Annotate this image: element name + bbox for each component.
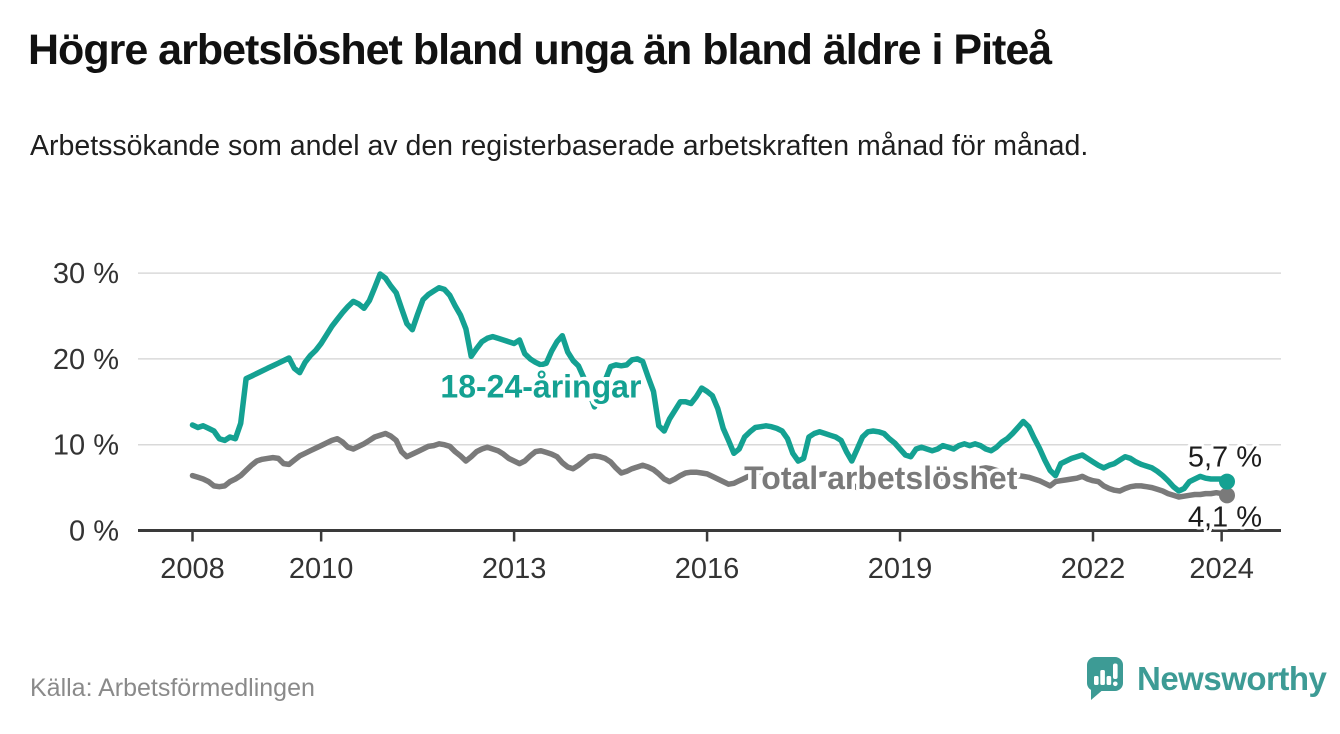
newsworthy-icon (1087, 657, 1123, 700)
y-tick-label-0: 0 % (69, 516, 119, 548)
exclamation-dot-icon (1113, 681, 1118, 687)
x-tick-label-2013: 2013 (482, 553, 547, 585)
newsworthy-wordmark: Newsworthy (1137, 659, 1327, 697)
series-line-total-arbetslöshet (189, 430, 1230, 500)
x-tick-label-2008: 2008 (160, 553, 225, 585)
x-tick-label-2022: 2022 (1061, 553, 1126, 585)
end-dot-18-24-åringar (1219, 473, 1235, 490)
page-subtitle: Arbetssökande som andel av den registerb… (30, 130, 1089, 162)
x-tick-label-2010: 2010 (289, 553, 354, 585)
series-label-18-24-åringar: 18-24-åringar (440, 368, 641, 404)
bar-icon-small-2 (1106, 676, 1112, 685)
x-tick-label-2019: 2019 (868, 553, 933, 585)
x-tick-label-2024: 2024 (1189, 553, 1254, 585)
y-tick-label-10: 10 % (53, 430, 119, 462)
end-value-label-total: 4,1 % (1188, 501, 1262, 533)
bar-icon-tall (1100, 670, 1105, 685)
end-dot-total-arbetslöshet (1219, 487, 1235, 504)
newsworthy-logo: Newsworthy (1086, 656, 1327, 701)
end-value-label-youth: 5,7 % (1188, 442, 1262, 474)
y-tick-label-30: 30 % (53, 258, 119, 290)
series-label-total-arbetslöshet: Total arbetslöshet (744, 460, 1018, 496)
series-line-18-24-åringar (189, 271, 1230, 494)
y-tick-label-20: 20 % (53, 344, 119, 376)
bar-icon-small-1 (1094, 676, 1099, 685)
speech-bubble-tail (1091, 684, 1105, 700)
source-note: Källa: Arbetsförmedlingen (30, 674, 315, 702)
exclamation-bar-icon (1113, 663, 1118, 679)
page-title: Högre arbetslöshet bland unga än bland ä… (28, 26, 1052, 74)
x-tick-label-2016: 2016 (675, 553, 740, 585)
